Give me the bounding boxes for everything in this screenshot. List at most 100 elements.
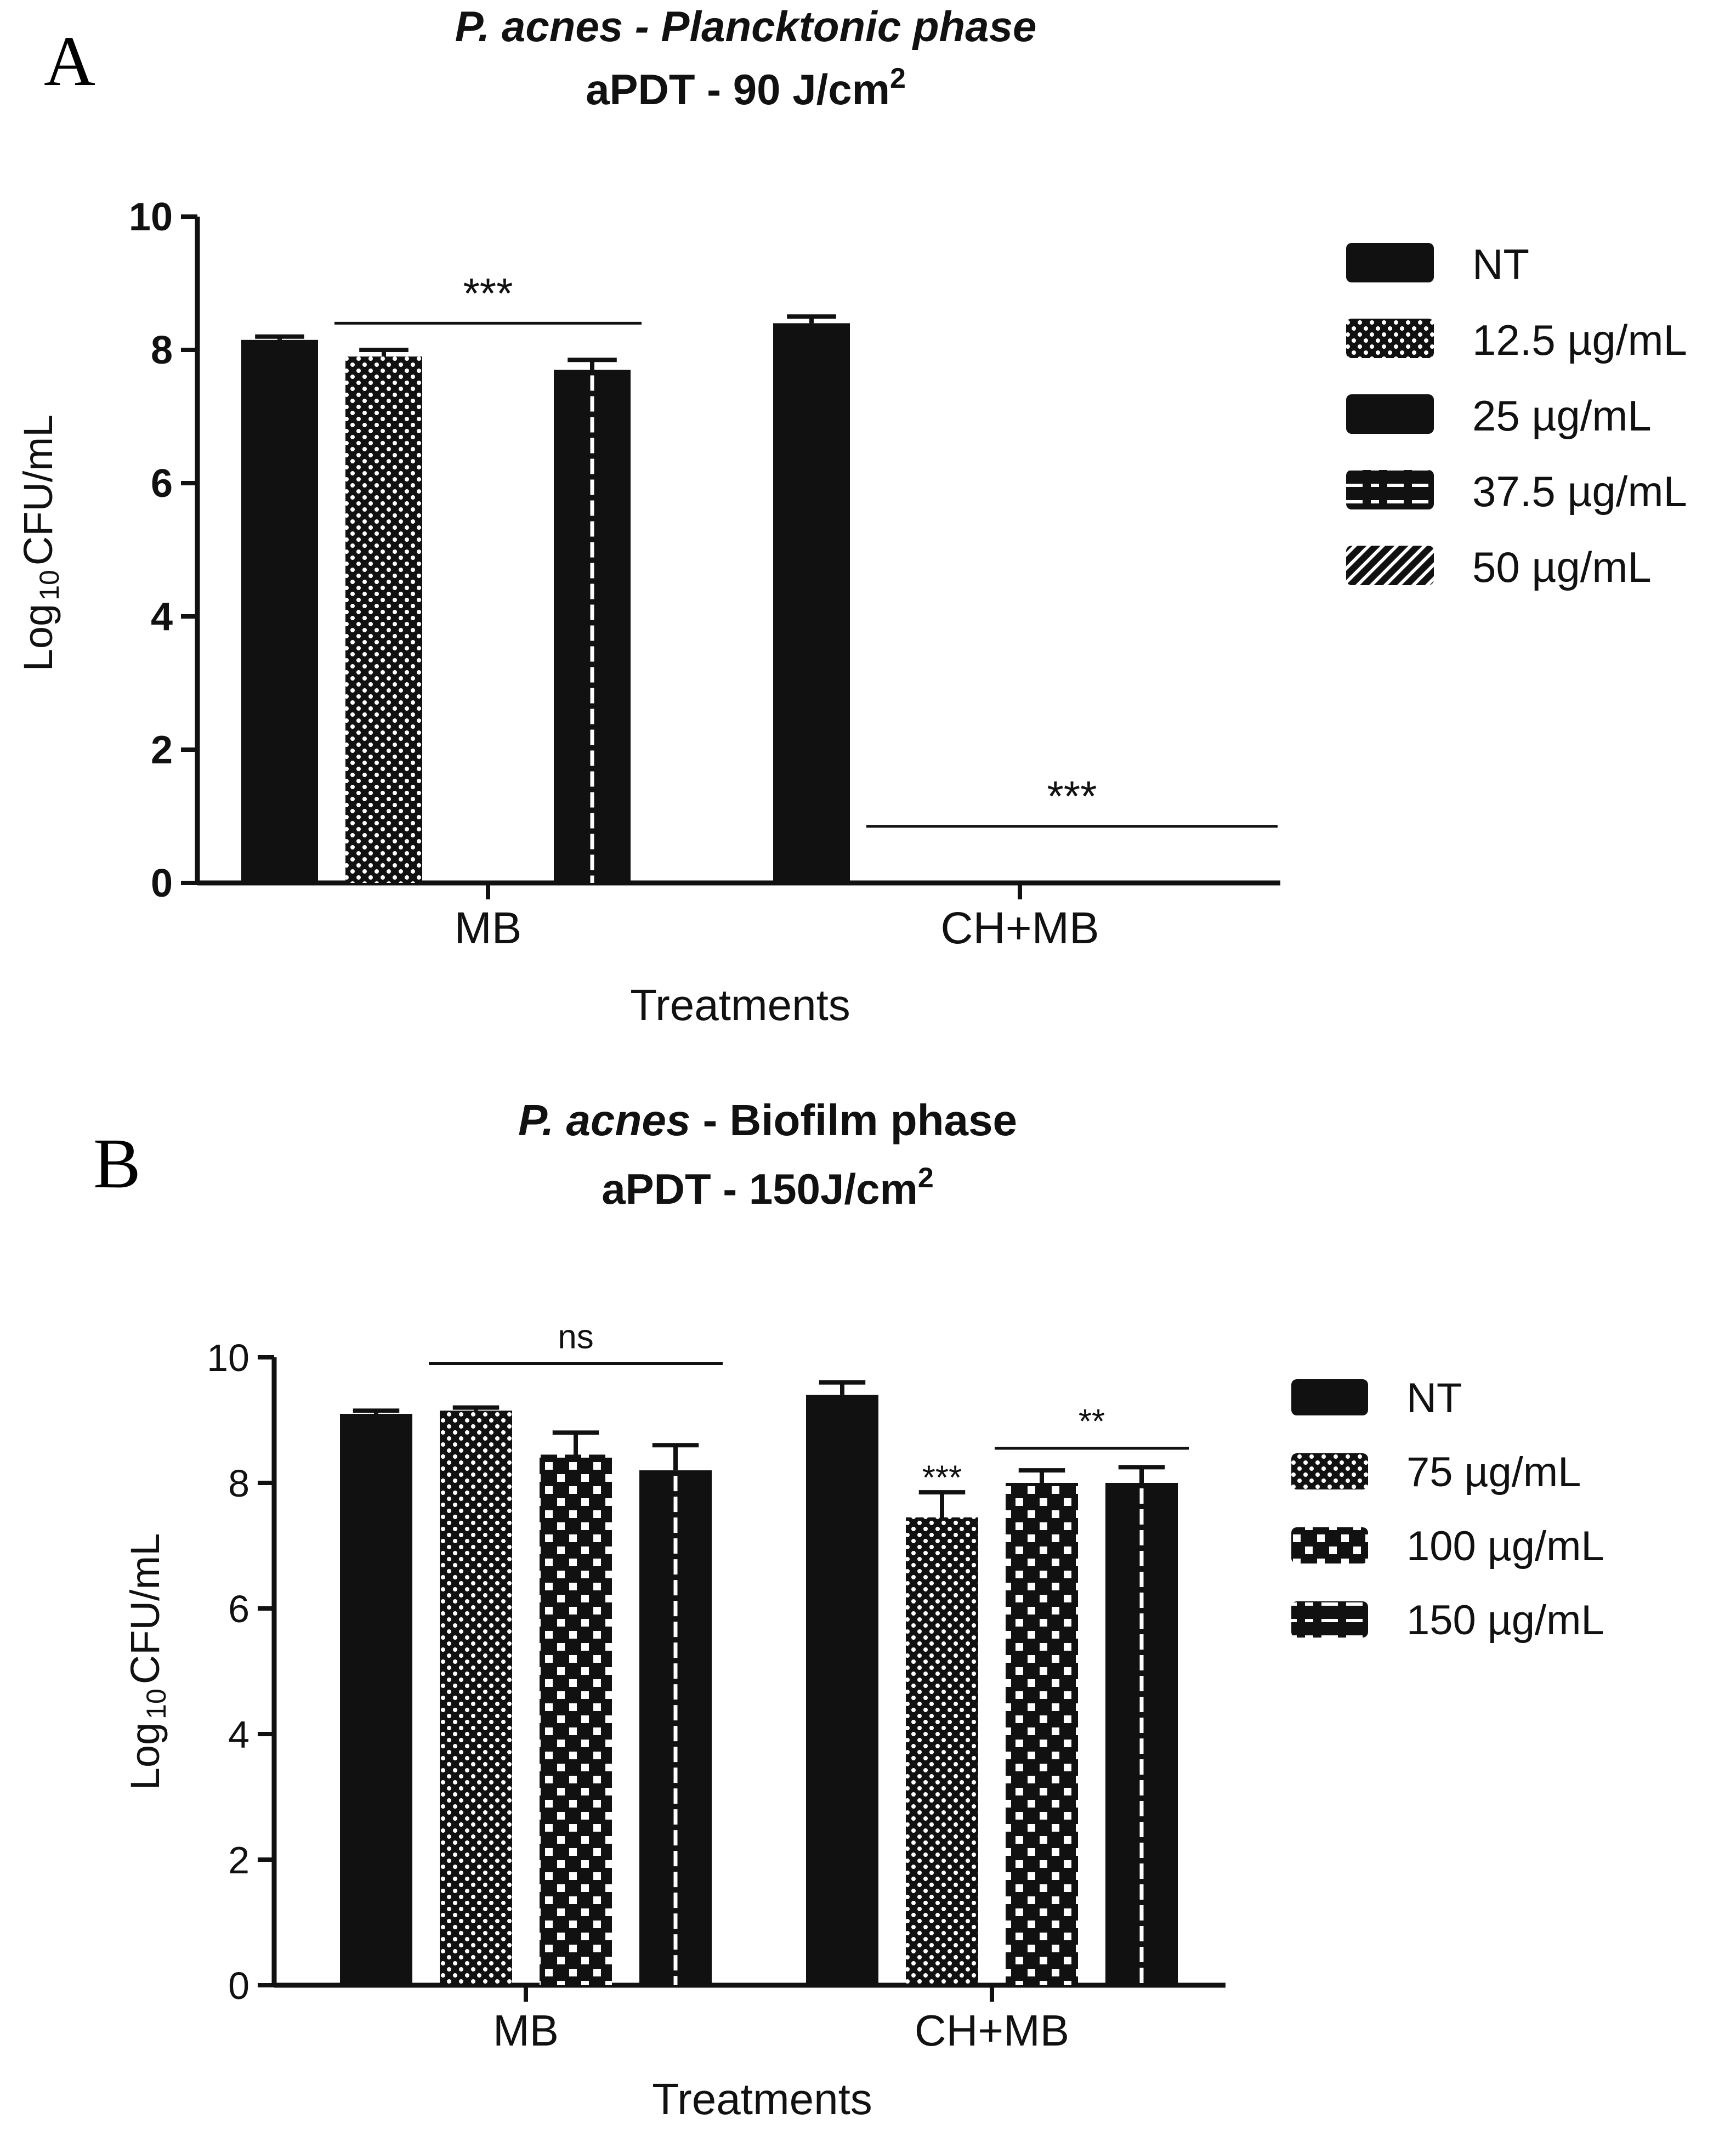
legend-item: 25 µg/mL xyxy=(1346,392,1652,440)
x-axis-label-a: Treatments xyxy=(630,981,850,1029)
y-tick-label: 8 xyxy=(228,1462,249,1505)
legend-label: 75 µg/mL xyxy=(1406,1449,1581,1495)
bar-body xyxy=(340,1414,412,1985)
chart-title-a-line1: P. acnes - Plancktonic phase xyxy=(455,2,1037,50)
legend-label: NT xyxy=(1472,240,1529,288)
legend-swatch xyxy=(1346,319,1434,358)
y-tick-label: 2 xyxy=(228,1839,249,1882)
legend-a: NT 12.5 µg/mL 25 µg/mL 37.5 µg/mL 50 µg/mL xyxy=(1346,240,1687,591)
bar-ch-mb-0 xyxy=(806,1380,878,1985)
bar-body xyxy=(241,339,318,883)
legend-swatch xyxy=(1291,1527,1368,1563)
bar-body xyxy=(540,1454,612,1985)
y-tick-label: 6 xyxy=(151,462,173,506)
legend-swatch xyxy=(1346,546,1434,585)
panel-label-a: A xyxy=(44,22,95,101)
legend-item: 100 µg/mL xyxy=(1291,1523,1604,1570)
x-tick-label: MB xyxy=(493,2006,559,2055)
bar-body xyxy=(1006,1483,1078,1985)
panel-label-b: B xyxy=(93,1124,141,1203)
y-label-a-pre: Log xyxy=(15,604,61,671)
y-axis-label-b: Log 10 CFU/mL xyxy=(122,1533,172,1791)
y-tick-label: 4 xyxy=(228,1713,249,1756)
chart-title-b-line2: aPDT - 150J/cm2 xyxy=(602,1162,934,1213)
legend-item: 50 µg/mL xyxy=(1346,543,1652,591)
legend-swatch xyxy=(1346,243,1434,282)
y-tick-label: 6 xyxy=(228,1588,249,1630)
bar-mb-0 xyxy=(241,334,318,883)
legend-item: 37.5 µg/mL xyxy=(1346,467,1687,515)
bar-body xyxy=(773,323,850,883)
bars-b xyxy=(340,1380,1178,1985)
legend-swatch xyxy=(1291,1601,1368,1638)
chart-title-a-base: aPDT - 90 J/cm xyxy=(586,65,890,114)
legend-swatch xyxy=(1346,470,1434,509)
bar-mb-3 xyxy=(554,358,631,883)
x-axis-label-b: Treatments xyxy=(652,2075,872,2123)
y-label-b-pre: Log xyxy=(122,1723,168,1790)
legend-b: NT 75 µg/mL 100 µg/mL 150 µg/mL xyxy=(1291,1375,1604,1644)
legend-item: NT xyxy=(1291,1375,1462,1421)
legend-item: 150 µg/mL xyxy=(1291,1597,1604,1644)
legend-label: 100 µg/mL xyxy=(1406,1523,1604,1570)
panel-a: A P. acnes - Plancktonic phase aPDT - 90… xyxy=(15,2,1687,1029)
y-tick-label: 0 xyxy=(228,1964,249,2007)
chart-title-b-italic: P. acnes xyxy=(518,1096,690,1145)
bar-body xyxy=(906,1517,978,1985)
legend-label: 12.5 µg/mL xyxy=(1472,316,1687,364)
bars-a xyxy=(241,314,850,883)
chart-title-a-line2: aPDT - 90 J/cm2 xyxy=(586,63,906,114)
bar-body xyxy=(440,1410,512,1985)
y-axis-label-a: Log10 CFU/mL xyxy=(15,415,65,672)
legend-item: NT xyxy=(1346,240,1529,288)
y-tick-label: 0 xyxy=(151,862,173,905)
y-tick-label: 2 xyxy=(151,728,173,772)
x-tick-label: CH+MB xyxy=(940,903,1099,953)
bar-ch-mb-2 xyxy=(1006,1468,1078,1985)
y-label-b-post: CFU/mL xyxy=(122,1533,168,1684)
chart-title-a-sup: 2 xyxy=(890,63,906,94)
annotations-a: *** *** xyxy=(334,269,1278,828)
significance-label: *** xyxy=(463,269,513,317)
legend-item: 75 µg/mL xyxy=(1291,1449,1581,1495)
chart-title-b-base: aPDT - 150J/cm xyxy=(602,1165,918,1213)
bar-mb-0 xyxy=(340,1408,412,1985)
annotations-b: ns***** xyxy=(429,1318,1189,1497)
legend-swatch xyxy=(1346,394,1434,434)
legend-label: 150 µg/mL xyxy=(1406,1597,1604,1644)
bar-body xyxy=(1105,1483,1178,1985)
y-tick-label: 4 xyxy=(151,595,173,639)
legend-label: 37.5 µg/mL xyxy=(1472,467,1687,515)
significance-label: ns xyxy=(558,1318,593,1356)
panel-b: B P. acnes - Biofilm phase aPDT - 150J/c… xyxy=(93,1096,1604,2123)
bar-mb-1 xyxy=(345,348,422,883)
chart-title-b-line1: P. acnes - Biofilm phase xyxy=(518,1096,1017,1145)
bar-body xyxy=(806,1395,878,1985)
legend-label: 25 µg/mL xyxy=(1472,392,1652,440)
y-tick-label: 8 xyxy=(151,328,173,372)
x-tick-label: MB xyxy=(455,903,522,953)
significance-label: *** xyxy=(922,1459,962,1497)
bar-ch-mb-3 xyxy=(1105,1465,1178,1985)
y-tick-label: 10 xyxy=(129,195,173,239)
bar-mb-2 xyxy=(540,1430,612,1985)
bar-body xyxy=(345,356,422,883)
bar-ch-mb-1 xyxy=(906,1490,978,1985)
y-label-a-post: CFU/mL xyxy=(15,415,61,565)
bar-mb-1 xyxy=(440,1405,512,1985)
legend-swatch xyxy=(1291,1379,1368,1415)
bar-mb-3 xyxy=(639,1443,712,1985)
significance-label: *** xyxy=(1047,772,1097,820)
legend-label: 50 µg/mL xyxy=(1472,543,1652,591)
legend-item: 12.5 µg/mL xyxy=(1346,316,1687,364)
legend-label: NT xyxy=(1406,1375,1462,1421)
chart-title-b-rest: - Biofilm phase xyxy=(690,1096,1017,1145)
y-tick-label: 10 xyxy=(207,1336,249,1379)
y-label-b-sub: 10 xyxy=(141,1689,172,1719)
chart-title-b-sup: 2 xyxy=(918,1162,934,1194)
y-label-a-sub: 10 xyxy=(34,570,65,601)
bar-ch-mb-0 xyxy=(773,314,850,883)
significance-label: ** xyxy=(1079,1403,1105,1441)
legend-swatch xyxy=(1291,1453,1368,1489)
